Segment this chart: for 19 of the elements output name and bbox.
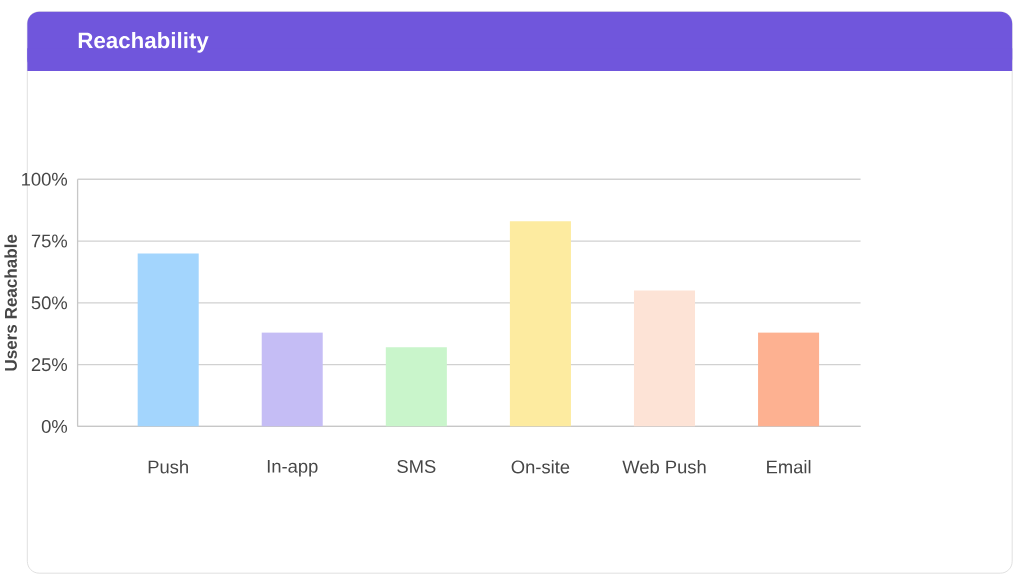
y-tick-label: 0% bbox=[41, 419, 68, 433]
y-axis-title: Users Reachable bbox=[4, 234, 17, 371]
x-tick-label: Push bbox=[148, 459, 188, 474]
bar bbox=[633, 290, 696, 427]
y-tick-label: 75% bbox=[31, 234, 68, 248]
chart-title: Reachability bbox=[78, 31, 209, 53]
x-tick-label: Email bbox=[767, 459, 811, 474]
bar bbox=[137, 253, 199, 427]
y-tick-label: 50% bbox=[31, 296, 68, 310]
y-tick-label: 25% bbox=[31, 358, 68, 372]
x-tick-label: In-app bbox=[267, 459, 318, 477]
bar bbox=[385, 347, 447, 427]
x-tick-label: Web Push bbox=[622, 459, 706, 474]
bar bbox=[261, 332, 323, 427]
bar bbox=[758, 332, 820, 427]
x-tick-label: On-site bbox=[511, 459, 570, 474]
bar bbox=[509, 221, 571, 427]
y-tick-label: 100% bbox=[22, 172, 68, 186]
x-tick-label: SMS bbox=[397, 459, 436, 473]
